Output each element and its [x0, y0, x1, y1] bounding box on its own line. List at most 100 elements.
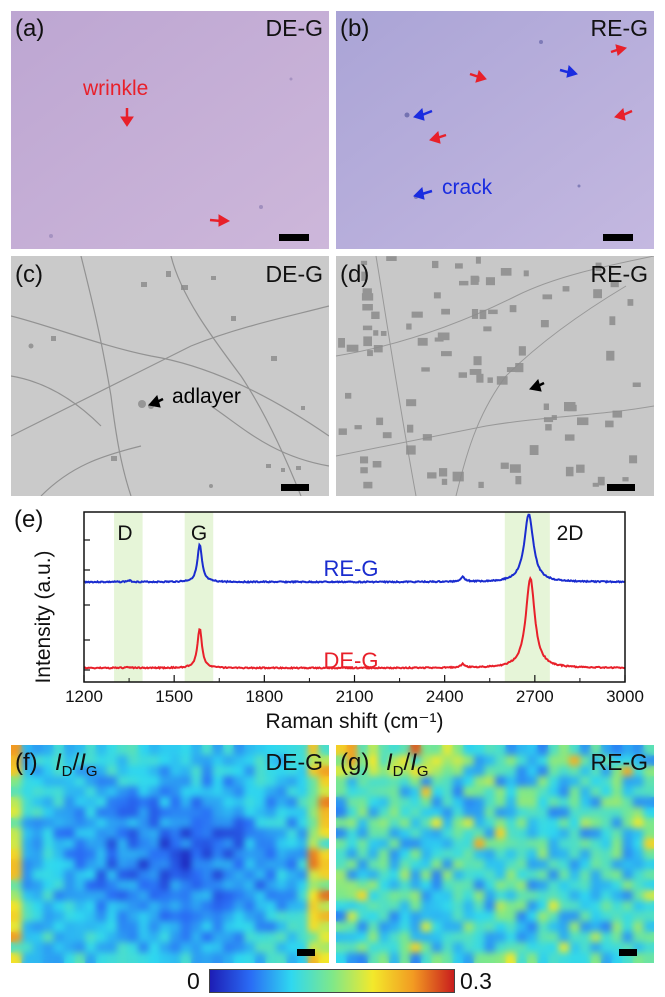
adlayer-flake [459, 280, 469, 286]
adlayer-flake [500, 268, 512, 276]
adlayer-flake [577, 417, 589, 426]
adlayer-flake [487, 377, 493, 383]
sample-tag: DE-G [265, 15, 324, 41]
adlayer-flake [610, 279, 619, 288]
adlayer-flake [437, 332, 450, 341]
adlayer-flake [380, 331, 387, 336]
panel-c-sem-image: (c) DE-G adlayer [11, 256, 329, 496]
arrow-black-icon [529, 378, 545, 392]
adlayer-flake [362, 304, 373, 311]
adlayer-flake [529, 445, 539, 455]
adlayer-flake [473, 356, 482, 366]
adlayer-flake [373, 345, 383, 353]
panel-g-ratio-map: (g) ID/IG RE-G [336, 745, 654, 963]
adlayer-flake [367, 350, 373, 357]
arrow-blue-icon [413, 107, 433, 121]
ratio-num-sub: D [61, 762, 73, 780]
crack-label: crack [442, 176, 493, 199]
adlayer-flake [354, 425, 362, 430]
adlayer-flake [478, 481, 484, 488]
ratio-label: ID/IG [386, 749, 429, 780]
arrow-red-icon [610, 44, 628, 56]
adlayer-flake [545, 424, 552, 431]
ratio-den-sub: G [416, 762, 429, 780]
sample-tag: RE-G [590, 15, 649, 41]
adlayer-flake [564, 402, 576, 412]
ratio-num: I [55, 749, 62, 776]
panel-label: (a) [15, 15, 45, 42]
adlayer-flake [627, 299, 634, 306]
adlayer-flake [363, 481, 373, 489]
panel-label: (c) [15, 261, 43, 288]
ratio-den-sub: G [85, 762, 98, 780]
panel-d-sem-image: (d) RE-G [336, 256, 654, 496]
scale-bar [603, 234, 633, 241]
panel-a-optical-image: (a) DE-G wrinkle [11, 11, 329, 249]
x-tick-label: 1500 [155, 687, 193, 706]
adlayer-flake [362, 325, 373, 331]
adlayer-flake [500, 462, 509, 469]
adlayer-flake [406, 399, 417, 407]
panel-label: (b) [340, 15, 370, 42]
adlayer-flake [629, 455, 638, 464]
panel-label: (d) [340, 261, 370, 288]
arrow-right-icon [209, 214, 231, 227]
adlayer-flake [593, 289, 602, 299]
band-label: 2D [557, 522, 584, 545]
adlayer-flake [592, 482, 599, 487]
colorbar [209, 969, 455, 993]
x-axis-label: Raman shift (cm⁻¹) [266, 710, 444, 733]
band-G [184, 512, 214, 682]
arrow-red-icon [614, 107, 633, 121]
panel-label: (e) [14, 506, 44, 533]
ratio-num: I [386, 749, 393, 776]
adlayer-flake [441, 351, 452, 357]
adlayer-flake [362, 288, 372, 295]
scale-bar [281, 484, 309, 491]
arrow-black-icon [148, 394, 164, 408]
panel-label: (g) [340, 749, 370, 776]
adlayer-flake [386, 256, 397, 261]
adlayer-flake [432, 260, 439, 269]
adlayer-flake [605, 420, 614, 428]
adlayer-flake [455, 263, 463, 269]
y-axis-label: Intensity (a.u.) [32, 550, 55, 683]
panel-d-image [336, 256, 654, 496]
adlayer-flake [376, 417, 384, 426]
sample-tag: DE-G [265, 749, 324, 775]
adlayer-flake [371, 311, 380, 319]
panel-a-image [11, 11, 329, 249]
adlayer-flake [609, 316, 616, 326]
adlayer-flake [422, 434, 432, 441]
adlayer-flake [595, 262, 602, 271]
panel-b-image [336, 11, 654, 249]
adlayer-flake [542, 294, 553, 300]
adlayer-flake [361, 293, 374, 301]
adlayer-flake [439, 468, 448, 477]
panel-f-ratio-map: (f) ID/IG DE-G [11, 745, 329, 963]
adlayer-flake [421, 367, 430, 372]
raman-spectrum-chart: D G 2D RE-G DE-G 1200 1500 1800 2100 2400 2700 3000… [32, 511, 644, 733]
adlayer-flake [373, 330, 379, 336]
adlayer-flake [441, 308, 450, 315]
adlayer-flake [338, 428, 347, 435]
scale-bar [619, 949, 637, 956]
panel-c-image [11, 256, 329, 496]
adlayer-flake [441, 478, 448, 485]
scale-bar [607, 484, 635, 491]
adlayer-flake [458, 372, 467, 378]
ratio-den: I [410, 749, 417, 776]
series-label: RE-G [324, 556, 379, 581]
band-label: G [191, 522, 207, 545]
adlayer-flake [540, 320, 549, 328]
band-D [114, 512, 143, 682]
adlayer-flake [612, 410, 623, 418]
adlayer-flake [576, 464, 585, 473]
adlayer-flake [476, 373, 484, 383]
adlayer-flake [411, 311, 423, 318]
x-tick-label: 2400 [426, 687, 464, 706]
panel-label: (f) [15, 749, 38, 776]
adlayer-flake [551, 415, 557, 420]
adlayer-flake [360, 467, 368, 474]
adlayer-flake [483, 326, 492, 332]
